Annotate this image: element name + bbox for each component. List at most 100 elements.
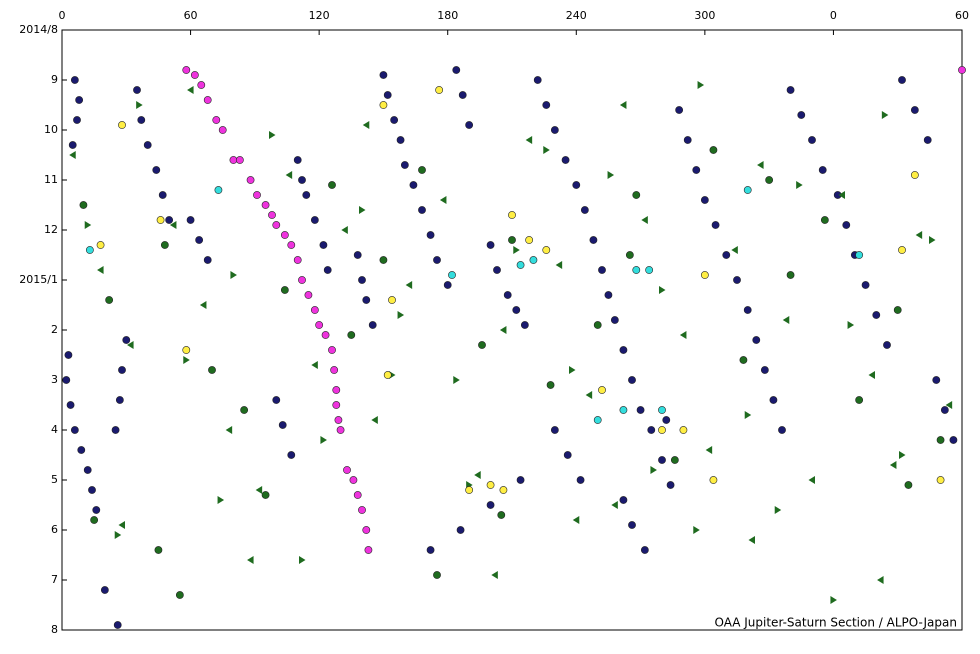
point: [838, 191, 845, 199]
point: [379, 256, 388, 264]
point: [379, 101, 388, 109]
point: [77, 446, 86, 454]
point: [598, 386, 606, 394]
point: [842, 221, 851, 229]
point: [585, 391, 593, 399]
point: [379, 71, 388, 79]
y-tick-label: 5: [51, 473, 58, 486]
y-tick-label: 8: [51, 623, 58, 636]
point: [311, 361, 318, 369]
point: [693, 526, 700, 534]
point: [611, 501, 618, 509]
y-tick-label: 3: [51, 373, 58, 386]
y-tick-label: 6: [51, 523, 58, 536]
point: [525, 136, 533, 144]
point: [70, 426, 79, 434]
point: [598, 266, 606, 274]
point: [287, 451, 296, 459]
x-tick-label: 240: [566, 9, 587, 22]
point: [154, 546, 163, 554]
point: [214, 186, 223, 194]
point: [278, 421, 287, 429]
point: [610, 316, 619, 324]
point: [569, 366, 576, 374]
point: [353, 251, 362, 259]
point: [230, 271, 237, 279]
x-tick-label: 300: [694, 9, 715, 22]
point: [143, 141, 152, 149]
point: [739, 356, 748, 364]
point: [358, 276, 366, 284]
point: [486, 501, 495, 509]
point: [641, 216, 648, 224]
point: [904, 481, 913, 489]
point: [364, 546, 373, 554]
point: [700, 271, 709, 279]
point: [659, 286, 666, 294]
point: [607, 171, 615, 179]
point: [439, 196, 447, 204]
y-tick-label: 2015/1: [19, 273, 58, 286]
point: [647, 426, 656, 434]
point: [118, 521, 125, 529]
point: [452, 66, 461, 74]
point: [165, 216, 174, 224]
y-tick-label: 2: [51, 323, 58, 336]
point: [491, 571, 498, 579]
point: [593, 416, 602, 424]
point: [697, 81, 705, 89]
y-tick-label: 7: [51, 573, 58, 586]
point: [269, 131, 276, 139]
point: [650, 466, 657, 474]
point: [513, 246, 520, 254]
point: [868, 371, 875, 379]
point: [945, 401, 953, 409]
point: [666, 481, 675, 489]
point: [84, 221, 92, 229]
y-tick-label: 2014/8: [19, 23, 58, 36]
point: [330, 366, 339, 374]
point: [456, 526, 465, 534]
y-tick-label: 9: [51, 73, 58, 86]
point: [92, 506, 101, 514]
point: [83, 466, 92, 474]
point: [160, 241, 169, 249]
point: [743, 186, 752, 194]
x-tick-label: 60: [184, 9, 198, 22]
point: [448, 271, 456, 279]
point: [435, 86, 444, 94]
point: [711, 221, 720, 229]
point: [898, 76, 906, 84]
point: [208, 366, 216, 374]
point: [625, 251, 634, 259]
point: [280, 286, 289, 294]
point: [543, 146, 550, 154]
point: [516, 476, 525, 484]
point: [332, 386, 341, 394]
point: [113, 621, 122, 629]
point: [786, 271, 795, 279]
credit: OAA Jupiter-Saturn Section / ALPO-Japan: [714, 616, 957, 630]
point: [302, 191, 311, 199]
point: [137, 116, 146, 124]
point: [353, 491, 362, 499]
point: [453, 376, 460, 384]
point: [936, 436, 945, 444]
y-tick-label: 11: [44, 173, 58, 186]
point: [358, 506, 366, 514]
point: [628, 376, 636, 384]
point: [796, 181, 803, 189]
point: [268, 211, 276, 219]
point: [383, 371, 392, 379]
point: [743, 306, 752, 314]
point: [752, 336, 761, 344]
point: [765, 176, 774, 184]
point: [158, 191, 167, 199]
point: [508, 211, 516, 219]
point: [315, 321, 324, 329]
point: [68, 141, 77, 149]
point: [426, 231, 435, 239]
point: [478, 341, 486, 349]
point: [62, 376, 71, 384]
point: [662, 416, 671, 424]
